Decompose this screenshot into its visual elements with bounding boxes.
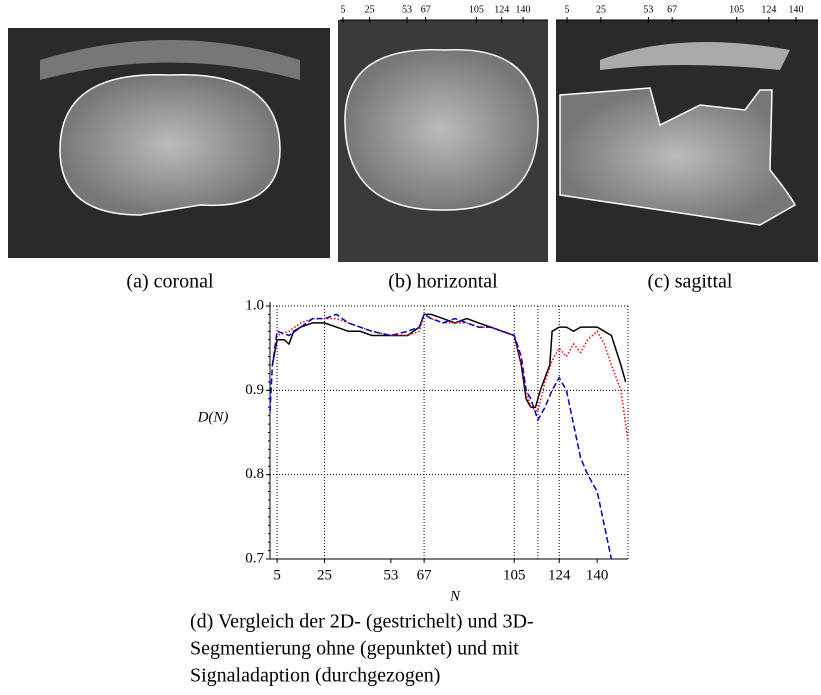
caption: (a) coronal [126,271,214,293]
y-tick-label: 0.8 [245,466,264,482]
caption: Segmentierung ohne (gepunktet) und mit [190,638,519,660]
caption: (c) sagittal [648,271,733,293]
y-tick-label: 1.0 [245,297,264,313]
x-tick-label: 53 [383,567,398,583]
caption: (b) horizontal [388,271,498,293]
line [271,313,629,442]
image-horizontal [338,20,548,262]
image-tick-label: 124 [494,4,509,15]
image-tick-label: 140 [516,4,531,15]
caption: Signaladaption (durchgezogen) [190,665,440,687]
image-tick-label: 105 [729,4,744,15]
x-tick-label: 140 [586,567,609,583]
image-tick-label: 124 [761,4,776,15]
image-tick-label: 25 [365,4,375,15]
image-coronal [8,28,330,258]
x-axis-label: N [449,588,461,604]
x-tick-label: 105 [503,567,526,583]
caption: (d) Vergleich der 2D- (gestrichelt) und … [190,611,534,633]
image-tick-label: 140 [788,4,803,15]
y-tick-label: 0.7 [245,550,264,566]
line [269,313,613,560]
image-tick-label: 5 [341,4,346,15]
image-tick-label: 5 [565,4,570,15]
x-tick-label: 25 [317,567,332,583]
y-tick-label: 0.9 [245,382,264,398]
image-tick-label: 67 [667,4,677,15]
image-tick-label: 53 [402,4,412,15]
y-axis-label: D(N) [197,409,229,425]
image-tick-label: 105 [469,4,484,15]
x-tick-label: 124 [548,567,571,583]
x-tick-label: 5 [273,567,281,583]
image-sagittal [556,20,818,262]
image-tick-label: 53 [643,4,653,15]
x-tick-label: 67 [417,567,433,583]
image-tick-label: 25 [596,4,606,15]
image-tick-label: 67 [421,4,431,15]
line [271,313,627,408]
